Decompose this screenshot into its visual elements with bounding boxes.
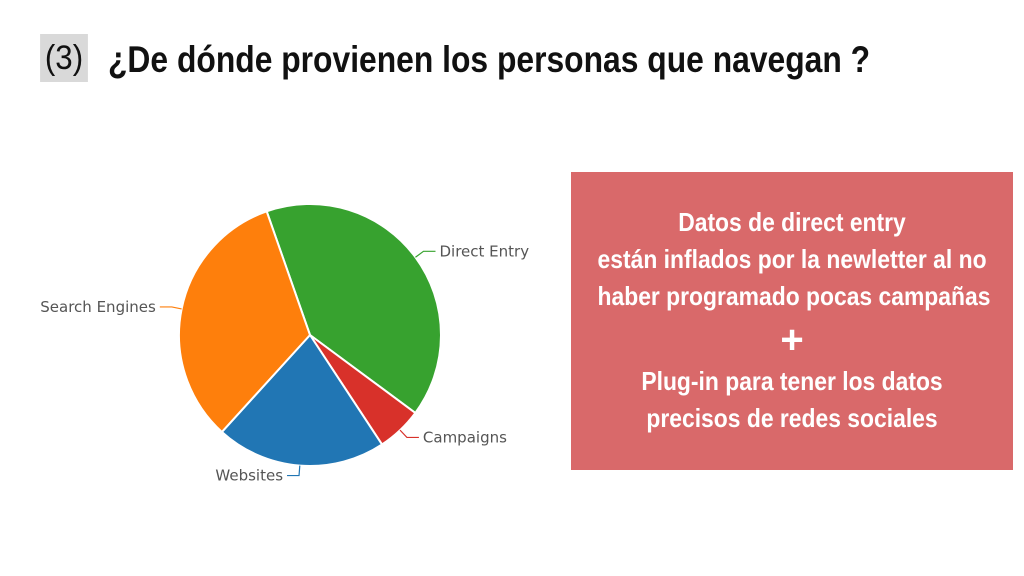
- leader-line-campaigns: [399, 429, 419, 439]
- leader-line-search-engines: [159, 306, 182, 310]
- note-line-2: están inflados por la newletter al no: [597, 244, 987, 274]
- pie-slice-search-engines: [178, 210, 311, 433]
- slice-label-campaigns: Campaigns: [423, 428, 507, 446]
- note-box: Datos de direct entry están inflados por…: [571, 172, 1013, 470]
- note-line-5: precisos de redes sociales: [646, 403, 938, 433]
- pie-slice-websites: [220, 334, 383, 467]
- slice-label-websites: Websites: [215, 467, 283, 485]
- note-line-1: Datos de direct entry: [678, 207, 906, 237]
- slide-title: ¿De dónde provienen los personas que nav…: [108, 39, 871, 80]
- slide-number: (3): [40, 34, 88, 82]
- pie-slice-direct-entry: [265, 203, 442, 414]
- note-line-3: haber programado pocas campañas: [597, 281, 991, 311]
- plus-sign: +: [780, 318, 804, 362]
- leader-line-direct-entry: [415, 250, 436, 258]
- pie-chart: Direct Entry Campaigns Websites Search Engi…: [40, 203, 529, 485]
- leader-line-websites: [287, 465, 301, 477]
- slice-label-direct-entry: Direct Entry: [439, 242, 529, 260]
- note-line-4: Plug-in para tener los datos: [641, 366, 943, 396]
- slice-label-search-engines: Search Engines: [40, 298, 156, 316]
